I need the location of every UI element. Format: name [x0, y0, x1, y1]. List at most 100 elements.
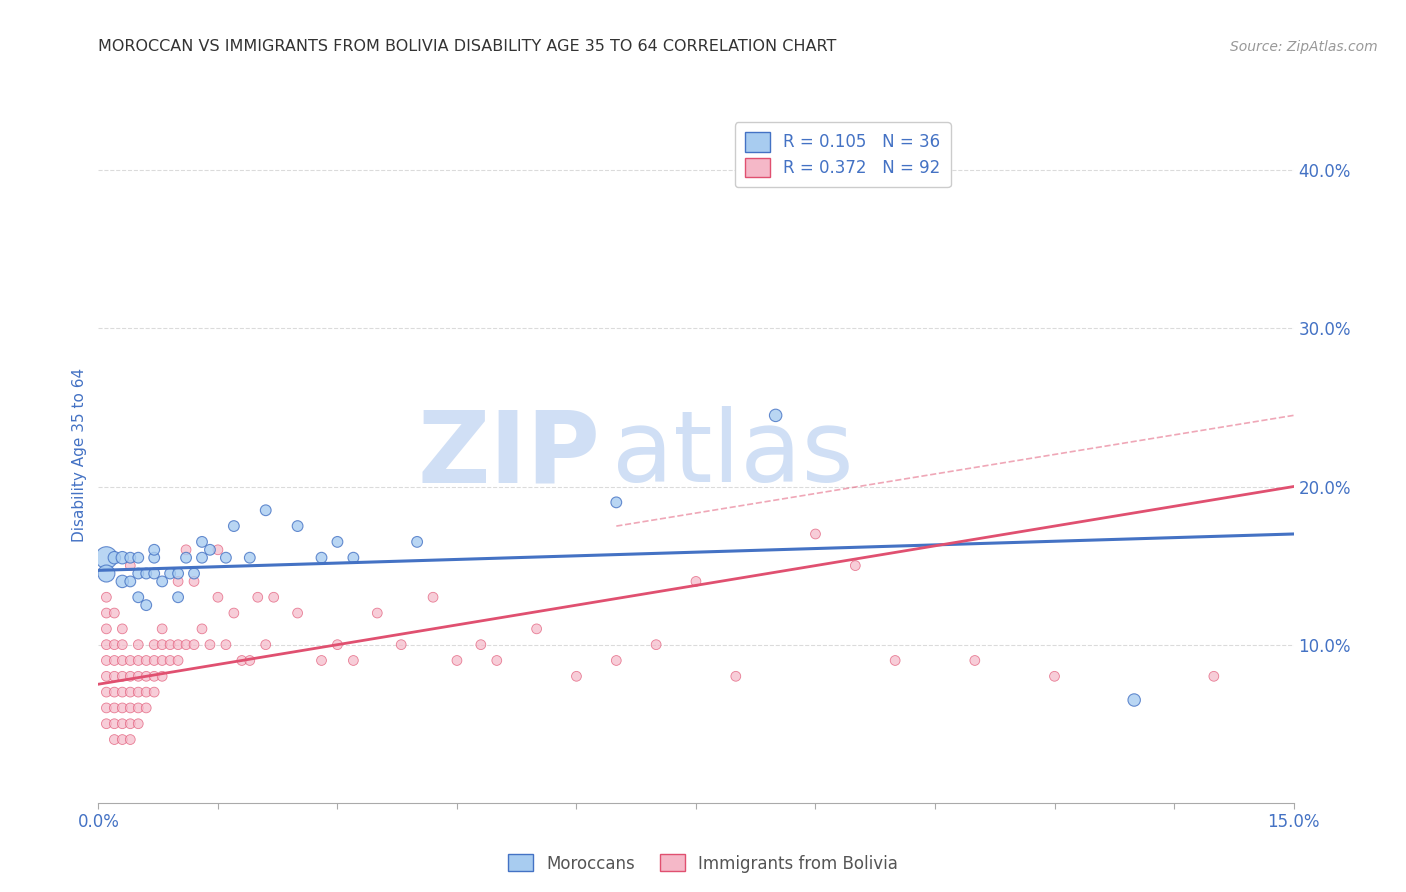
Point	[311, 653, 333, 667]
Point	[143, 685, 166, 699]
Point	[135, 701, 157, 715]
Point	[342, 653, 364, 667]
Point	[143, 566, 166, 581]
Point	[96, 716, 118, 731]
Point	[311, 550, 333, 565]
Point	[120, 550, 142, 565]
Point	[135, 566, 157, 581]
Point	[724, 669, 747, 683]
Point	[127, 669, 149, 683]
Point	[605, 653, 627, 667]
Point	[198, 542, 221, 557]
Point	[135, 598, 157, 612]
Point	[422, 591, 444, 605]
Point	[167, 653, 190, 667]
Point	[167, 574, 190, 589]
Point	[287, 519, 309, 533]
Point	[150, 574, 173, 589]
Point	[183, 566, 205, 581]
Point	[565, 669, 588, 683]
Point	[215, 638, 238, 652]
Point	[96, 566, 118, 581]
Point	[191, 622, 214, 636]
Point	[645, 638, 668, 652]
Point	[127, 653, 149, 667]
Point	[120, 558, 142, 573]
Text: MOROCCAN VS IMMIGRANTS FROM BOLIVIA DISABILITY AGE 35 TO 64 CORRELATION CHART: MOROCCAN VS IMMIGRANTS FROM BOLIVIA DISA…	[98, 38, 837, 54]
Point	[127, 550, 149, 565]
Point	[111, 732, 134, 747]
Point	[111, 701, 134, 715]
Point	[326, 534, 349, 549]
Point	[159, 638, 181, 652]
Point	[96, 653, 118, 667]
Point	[120, 574, 142, 589]
Point	[884, 653, 907, 667]
Point	[150, 653, 173, 667]
Point	[1043, 669, 1066, 683]
Point	[103, 669, 125, 683]
Point	[103, 685, 125, 699]
Point	[389, 638, 412, 652]
Point	[159, 566, 181, 581]
Point	[143, 669, 166, 683]
Point	[143, 542, 166, 557]
Point	[254, 503, 277, 517]
Point	[127, 566, 149, 581]
Point	[135, 669, 157, 683]
Point	[231, 653, 253, 667]
Point	[103, 732, 125, 747]
Point	[120, 716, 142, 731]
Point	[342, 550, 364, 565]
Point	[844, 558, 866, 573]
Legend: R = 0.105   N = 36, R = 0.372   N = 92: R = 0.105 N = 36, R = 0.372 N = 92	[735, 122, 950, 187]
Point	[174, 550, 197, 565]
Point	[470, 638, 492, 652]
Point	[605, 495, 627, 509]
Point	[103, 606, 125, 620]
Point	[406, 534, 429, 549]
Point	[1123, 693, 1146, 707]
Point	[239, 653, 262, 667]
Point	[135, 685, 157, 699]
Point	[127, 716, 149, 731]
Point	[366, 606, 388, 620]
Text: atlas: atlas	[613, 407, 853, 503]
Point	[246, 591, 269, 605]
Point	[183, 574, 205, 589]
Point	[167, 638, 190, 652]
Point	[96, 701, 118, 715]
Point	[150, 669, 173, 683]
Point	[96, 669, 118, 683]
Point	[174, 542, 197, 557]
Point	[111, 685, 134, 699]
Point	[135, 653, 157, 667]
Point	[150, 638, 173, 652]
Point	[685, 574, 707, 589]
Point	[174, 638, 197, 652]
Point	[127, 701, 149, 715]
Point	[120, 732, 142, 747]
Point	[96, 591, 118, 605]
Point	[143, 653, 166, 667]
Point	[127, 638, 149, 652]
Point	[191, 534, 214, 549]
Point	[143, 550, 166, 565]
Point	[127, 591, 149, 605]
Point	[96, 606, 118, 620]
Point	[111, 638, 134, 652]
Point	[103, 638, 125, 652]
Point	[103, 653, 125, 667]
Point	[207, 591, 229, 605]
Point	[111, 669, 134, 683]
Point	[96, 638, 118, 652]
Point	[183, 638, 205, 652]
Point	[804, 527, 827, 541]
Legend: Moroccans, Immigrants from Bolivia: Moroccans, Immigrants from Bolivia	[501, 847, 905, 880]
Point	[326, 638, 349, 652]
Point	[207, 542, 229, 557]
Point	[215, 550, 238, 565]
Point	[120, 701, 142, 715]
Point	[111, 653, 134, 667]
Text: Source: ZipAtlas.com: Source: ZipAtlas.com	[1230, 39, 1378, 54]
